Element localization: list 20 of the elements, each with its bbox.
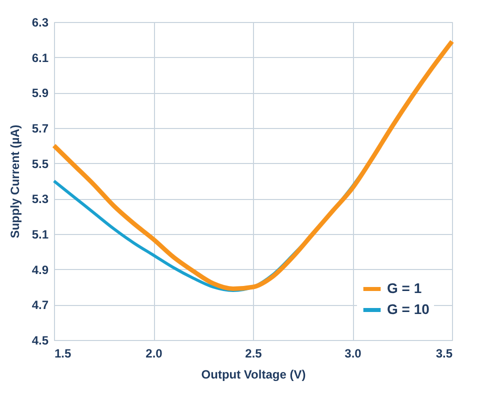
- x-tick-label: 3.5: [436, 346, 453, 360]
- y-tick-label: 5.1: [32, 228, 49, 242]
- y-tick-label: 5.5: [32, 156, 49, 171]
- x-tick-label: 1.5: [54, 346, 72, 360]
- x-axis-title: Output Voltage (V): [201, 368, 306, 382]
- y-tick-label: 6.3: [32, 16, 49, 30]
- y-tick-label: 5.7: [32, 122, 49, 136]
- line-series: [52, 39, 454, 292]
- legend-label: G = 10: [387, 301, 430, 317]
- x-tick-label: 3.0: [344, 346, 362, 360]
- y-tick-label: 5.9: [32, 86, 49, 100]
- y-axis-title: Supply Current (µA): [8, 124, 22, 238]
- x-tick-label: 2.0: [146, 346, 163, 360]
- y-tick-label: 4.9: [32, 262, 49, 277]
- y-tick-label: 6.1: [32, 50, 49, 65]
- y-tick-label: 4.5: [32, 334, 49, 348]
- y-tick-label: 5.3: [32, 192, 49, 206]
- legend-label: G = 1: [387, 280, 422, 296]
- y-tick-label: 4.7: [32, 298, 49, 312]
- x-tick-label: 2.5: [245, 346, 262, 360]
